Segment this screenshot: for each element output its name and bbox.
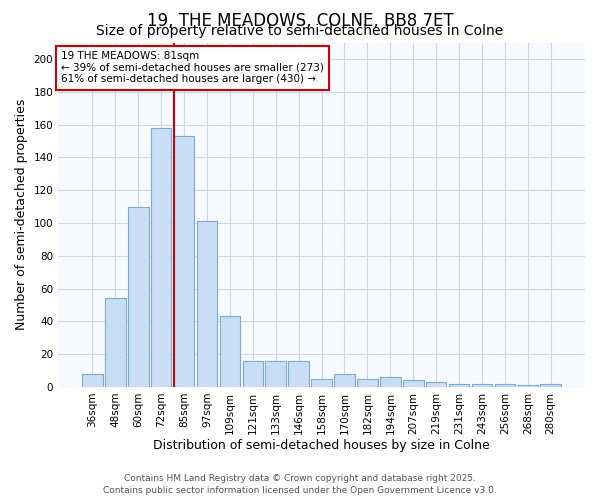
Bar — [541, 384, 561, 387]
Bar — [105, 298, 125, 387]
Bar — [220, 316, 240, 387]
Text: 19 THE MEADOWS: 81sqm
← 39% of semi-detached houses are smaller (273)
61% of sem: 19 THE MEADOWS: 81sqm ← 39% of semi-deta… — [61, 51, 323, 84]
Bar — [128, 206, 149, 387]
Bar — [311, 379, 332, 387]
Bar — [82, 374, 103, 387]
Text: Size of property relative to semi-detached houses in Colne: Size of property relative to semi-detach… — [97, 24, 503, 38]
Bar — [426, 382, 446, 387]
Bar — [518, 386, 538, 387]
Text: Contains HM Land Registry data © Crown copyright and database right 2025.
Contai: Contains HM Land Registry data © Crown c… — [103, 474, 497, 495]
Bar — [265, 360, 286, 387]
Bar — [494, 384, 515, 387]
Bar — [151, 128, 172, 387]
Bar — [289, 360, 309, 387]
Bar — [197, 222, 217, 387]
Bar — [334, 374, 355, 387]
Bar — [472, 384, 493, 387]
X-axis label: Distribution of semi-detached houses by size in Colne: Distribution of semi-detached houses by … — [153, 440, 490, 452]
Bar — [357, 379, 378, 387]
Bar — [449, 384, 469, 387]
Text: 19, THE MEADOWS, COLNE, BB8 7ET: 19, THE MEADOWS, COLNE, BB8 7ET — [146, 12, 454, 30]
Y-axis label: Number of semi-detached properties: Number of semi-detached properties — [15, 99, 28, 330]
Bar — [242, 360, 263, 387]
Bar — [403, 380, 424, 387]
Bar — [380, 377, 401, 387]
Bar — [174, 136, 194, 387]
